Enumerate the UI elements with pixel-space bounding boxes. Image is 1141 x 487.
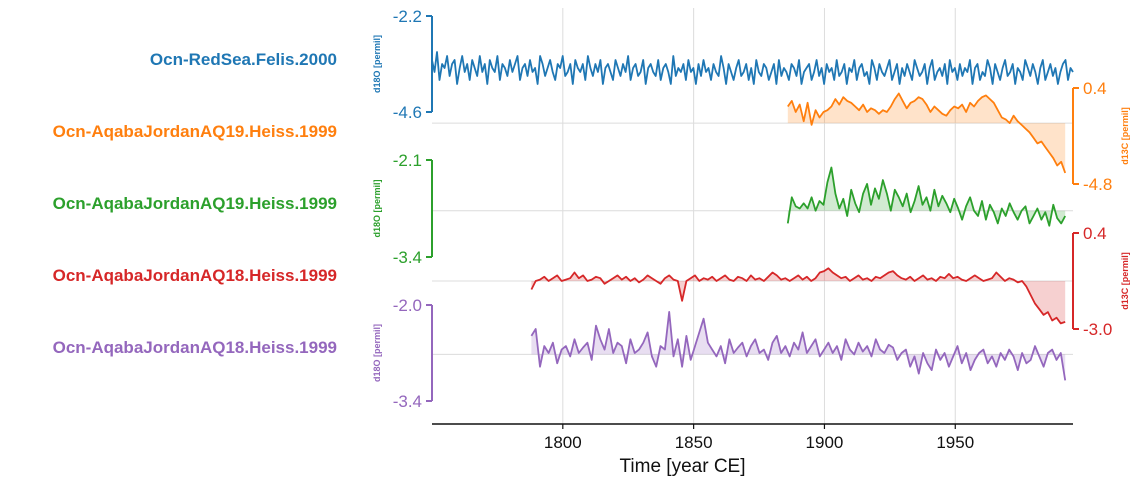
y-tick-label-4-1: -3.4 [393,392,422,411]
series-label-1: Ocn-AqabaJordanAQ19.Heiss.1999 [53,122,337,141]
y-axis-label-0: d18O [permil] [372,35,382,93]
series-fill-3 [531,268,1066,324]
x-axis-label: Time [year CE] [620,456,746,477]
y-tick-label-0-1: -4.6 [393,103,422,122]
y-axis-label-4: d18O [permil] [372,324,382,382]
series-label-4: Ocn-AqabaJordanAQ18.Heiss.1999 [53,338,337,357]
x-tick-label-2: 1900 [806,433,844,452]
y-axis-label-2: d18O [permil] [372,179,382,237]
series-label-2: Ocn-AqabaJordanAQ19.Heiss.1999 [53,194,337,213]
y-tick-label-1-1: -4.8 [1083,175,1112,194]
series-label-3: Ocn-AqabaJordanAQ18.Heiss.1999 [53,266,337,285]
y-tick-label-3-0: 0.4 [1083,224,1107,243]
series-fill-4 [531,311,1066,381]
series-fill-1 [787,93,1066,173]
series-line-2 [786,166,1066,227]
x-tick-label-0: 1800 [544,433,582,452]
series-line-4 [530,311,1067,381]
y-tick-label-0-0: -2.2 [393,7,422,26]
x-tick-label-3: 1950 [936,433,974,452]
series-line-3 [530,267,1066,325]
y-tick-label-4-0: -2.0 [393,296,422,315]
series-fill-2 [787,167,1066,226]
y-tick-label-2-1: -3.4 [393,248,422,267]
y-tick-label-1-0: 0.4 [1083,79,1107,98]
y-axis-label-3: d13C [permil] [1120,252,1130,310]
series-line-1 [787,92,1067,174]
y-axis-label-1: d13C [permil] [1120,107,1130,165]
x-tick-label-1: 1850 [675,433,713,452]
series-line-0 [431,51,1074,85]
y-tick-label-3-1: -3.0 [1083,320,1112,339]
y-tick-label-2-0: -2.1 [393,151,422,170]
series-label-0: Ocn-RedSea.Felis.2000 [150,50,337,69]
